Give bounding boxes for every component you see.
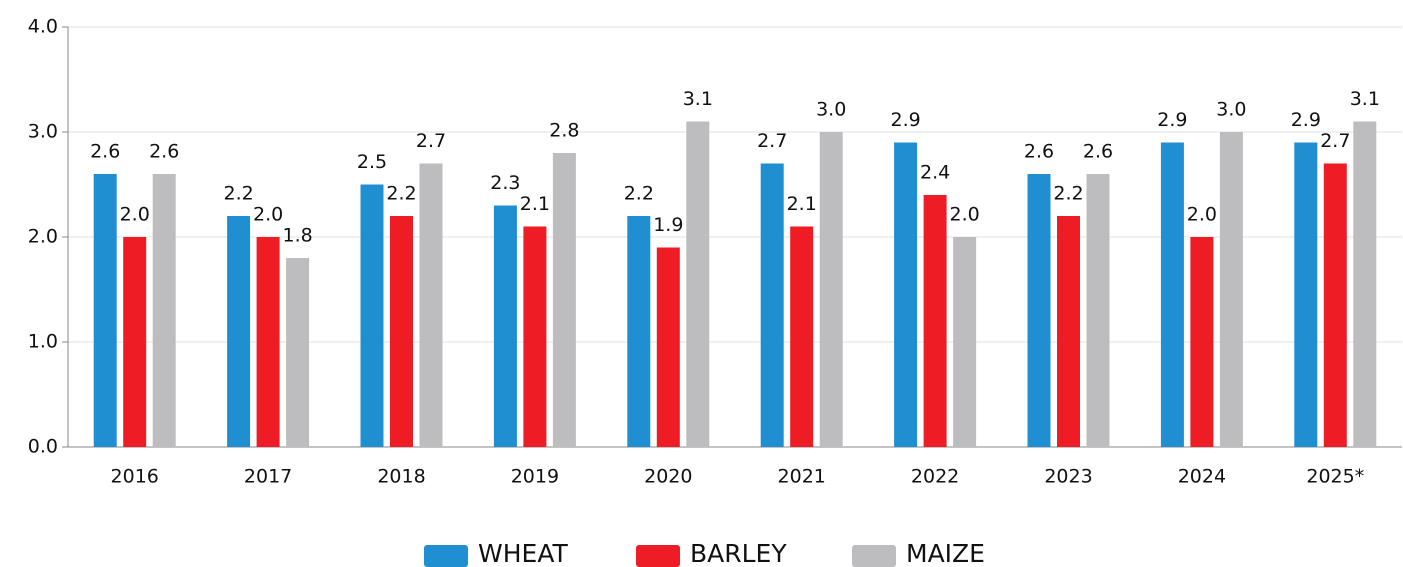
- value-label: 2.6: [90, 141, 120, 163]
- bar: [1294, 142, 1318, 447]
- value-label: 1.9: [653, 214, 683, 236]
- legend-swatch: [852, 545, 896, 567]
- bar: [1057, 216, 1080, 447]
- value-label: 2.0: [1187, 204, 1217, 226]
- bar: [390, 216, 413, 447]
- x-tick-label: 2020: [644, 466, 692, 488]
- value-label: 3.1: [683, 88, 713, 110]
- value-label: 2.5: [357, 151, 387, 173]
- y-tick-label: 0.0: [28, 436, 58, 458]
- bar: [123, 237, 147, 447]
- bar: [419, 163, 443, 447]
- bar: [360, 184, 384, 447]
- value-label: 3.1: [1350, 88, 1380, 110]
- value-label: 2.9: [890, 109, 920, 131]
- value-label: 2.1: [787, 193, 817, 215]
- value-label: 2.6: [149, 141, 179, 163]
- value-label: 2.8: [549, 120, 579, 142]
- x-tick-label: 2018: [377, 466, 425, 488]
- bar: [93, 174, 117, 447]
- bar: [256, 237, 280, 447]
- legend-label: MAIZE: [906, 539, 985, 567]
- value-label: 2.0: [253, 204, 283, 226]
- bar: [819, 132, 843, 447]
- value-label: 2.2: [624, 183, 654, 205]
- bar: [552, 153, 576, 447]
- value-label: 2.2: [223, 183, 253, 205]
- x-tick-label: 2022: [911, 466, 959, 488]
- bar: [686, 121, 710, 447]
- value-label: 3.0: [1216, 99, 1246, 121]
- bar: [923, 195, 947, 447]
- value-label: 3.0: [816, 99, 846, 121]
- value-label: 2.2: [386, 183, 416, 205]
- bar: [152, 174, 176, 447]
- bar: [1160, 142, 1184, 447]
- legend-label: BARLEY: [690, 539, 787, 567]
- bar: [1086, 174, 1110, 447]
- value-label: 2.1: [520, 193, 550, 215]
- value-label: 2.9: [1291, 109, 1321, 131]
- bar: [790, 226, 814, 447]
- x-tick-label: 2016: [111, 466, 159, 488]
- bar: [1219, 132, 1243, 447]
- value-label: 1.8: [282, 225, 312, 247]
- bar: [523, 226, 547, 447]
- value-label: 2.4: [920, 162, 950, 184]
- y-tick-label: 4.0: [28, 16, 58, 38]
- value-label: 2.6: [1083, 141, 1113, 163]
- y-tick-label: 1.0: [28, 331, 58, 353]
- legend-swatch: [636, 545, 680, 567]
- value-label: 2.6: [1024, 141, 1054, 163]
- bar: [656, 247, 680, 447]
- x-tick-label: 2021: [778, 466, 826, 488]
- bar: [227, 216, 251, 447]
- value-label: 2.0: [120, 204, 150, 226]
- bar: [286, 258, 310, 447]
- x-tick-label: 2025*: [1306, 466, 1364, 488]
- bar: [894, 142, 918, 447]
- legend-label: WHEAT: [478, 539, 568, 567]
- x-tick-label: 2019: [511, 466, 559, 488]
- value-label: 2.2: [1053, 183, 1083, 205]
- y-tick-label: 2.0: [28, 226, 58, 248]
- bar: [953, 237, 977, 447]
- x-tick-label: 2017: [244, 466, 292, 488]
- value-label: 2.7: [1320, 130, 1350, 152]
- y-tick-label: 3.0: [28, 121, 58, 143]
- bar: [493, 205, 517, 447]
- bar: [1027, 174, 1051, 447]
- legend-swatch: [424, 545, 468, 567]
- value-label: 2.0: [949, 204, 979, 226]
- value-label: 2.9: [1157, 109, 1187, 131]
- value-label: 2.3: [490, 172, 520, 194]
- bar: [760, 163, 784, 447]
- x-tick-label: 2024: [1178, 466, 1226, 488]
- bar: [1353, 121, 1377, 447]
- bar: [1323, 163, 1347, 447]
- value-label: 2.7: [416, 130, 446, 152]
- bar: [627, 216, 651, 447]
- x-tick-label: 2023: [1044, 466, 1092, 488]
- value-label: 2.7: [757, 130, 787, 152]
- bar: [1190, 237, 1214, 447]
